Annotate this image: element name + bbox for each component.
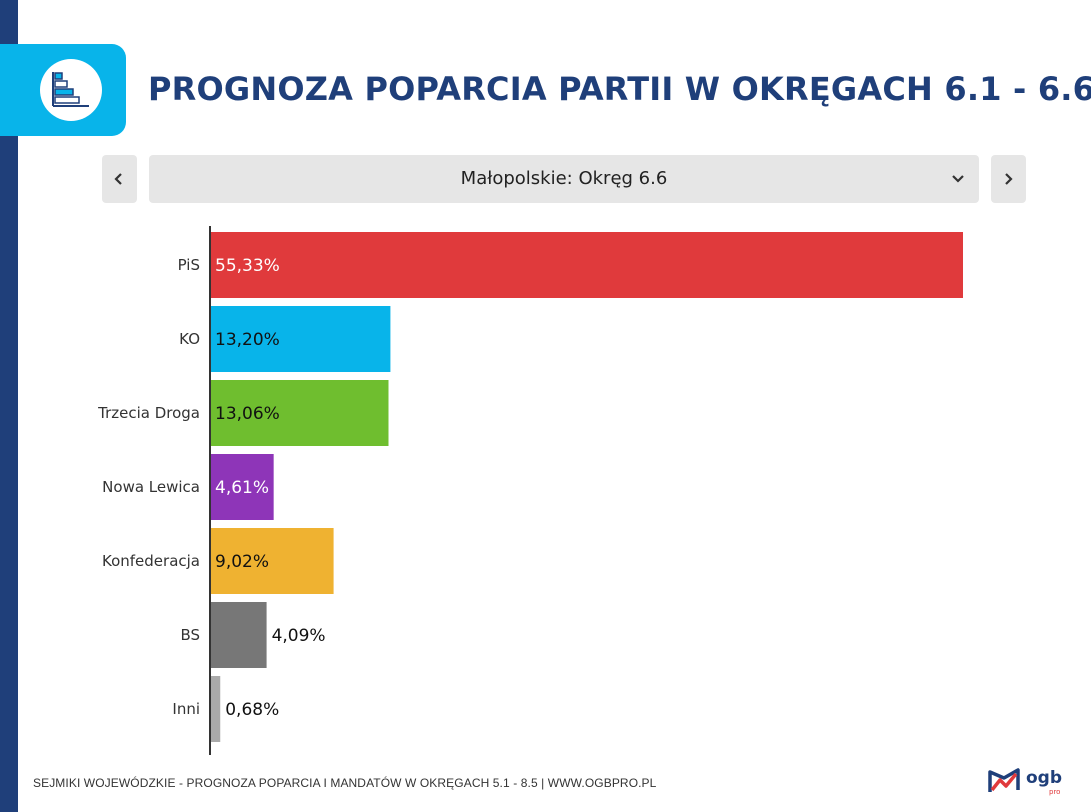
bar-6 [211,676,221,742]
header-badge [0,44,126,136]
chevron-right-icon [1005,173,1013,185]
bar-5 [211,602,267,668]
category-label-4: Konfederacja [102,552,200,570]
next-district-button[interactable] [991,155,1026,203]
category-label-2: Trzecia Droga [97,404,200,422]
bar-2 [211,380,389,446]
left-accent-stripe [0,0,18,812]
badge-circle [40,59,102,121]
value-label-6: 0,68% [225,700,279,720]
chevron-down-icon [952,175,964,183]
category-label-3: Nowa Lewica [102,478,200,496]
logo-mark-icon [988,768,1020,792]
value-label-2: 13,06% [215,404,280,424]
value-label-4: 9,02% [215,552,269,572]
district-select[interactable]: Małopolskie: Okręg 6.6 [149,155,979,203]
footer-text: SEJMIKI WOJEWÓDZKIE - PROGNOZA POPARCIA … [33,776,657,790]
logo-sub: pro [1049,788,1061,796]
logo-text: ogb [1026,768,1063,788]
value-label-0: 55,33% [215,256,280,276]
value-label-3: 4,61% [215,478,269,498]
bar-1 [211,306,391,372]
category-label-1: KO [179,330,200,348]
category-label-0: PiS [178,256,200,274]
value-label-5: 4,09% [272,626,326,646]
ogb-logo: ogb pro [986,766,1066,802]
category-label-5: BS [180,626,200,644]
district-select-value: Małopolskie: Okręg 6.6 [460,168,668,189]
bar-4 [211,528,334,594]
bar-0 [211,232,963,298]
page-title: PROGNOZA POPARCIA PARTII W OKRĘGACH 6.1 … [148,70,1091,108]
bar-chart-icon [52,72,89,107]
chevron-left-icon [114,173,122,185]
value-label-1: 13,20% [215,330,280,350]
prev-district-button[interactable] [102,155,137,203]
bar-3 [211,454,274,520]
category-label-6: Inni [172,700,200,718]
